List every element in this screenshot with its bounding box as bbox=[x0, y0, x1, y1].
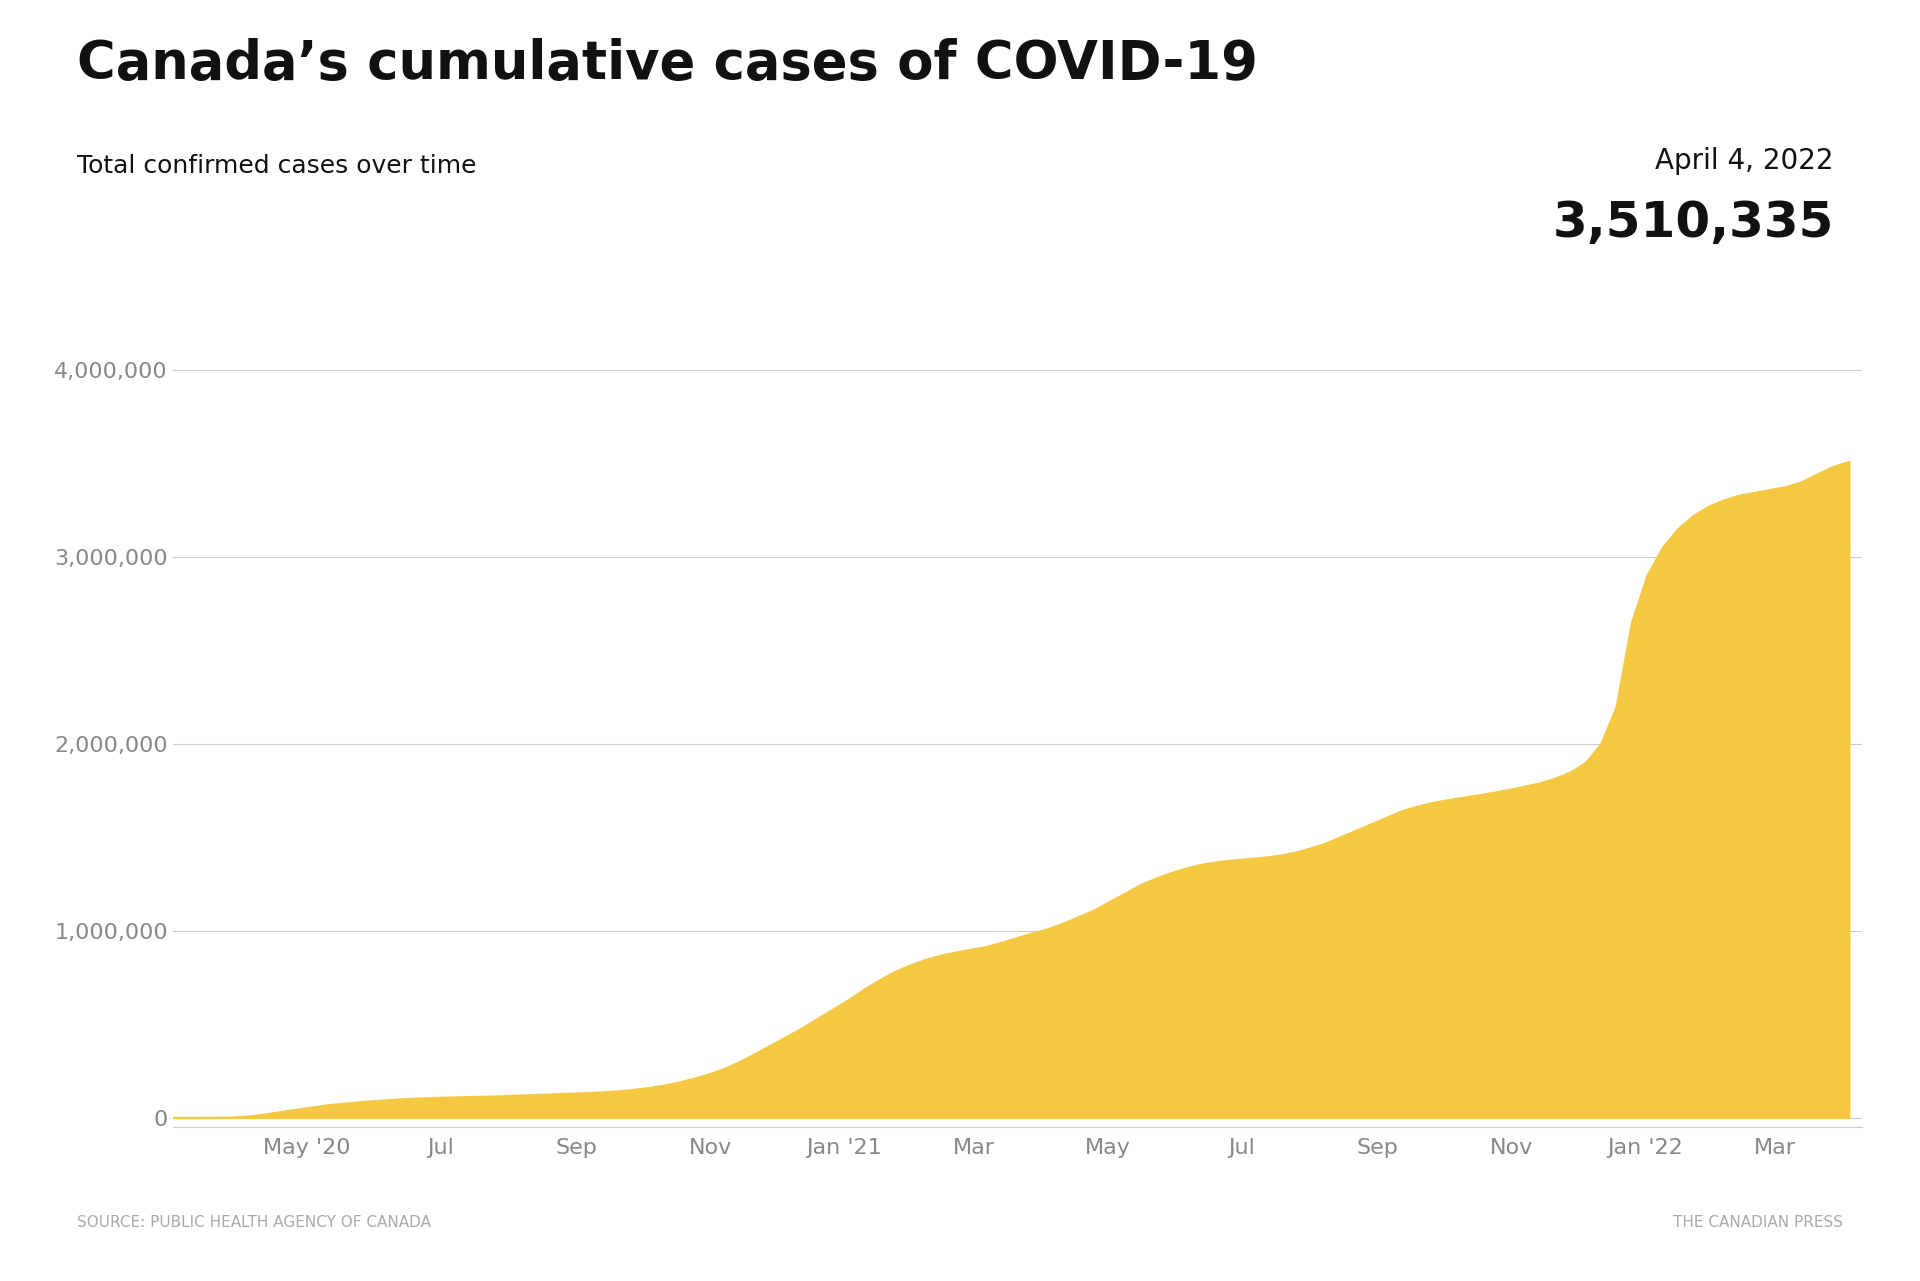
Text: 3,510,335: 3,510,335 bbox=[1551, 199, 1834, 246]
Text: SOURCE: PUBLIC HEALTH AGENCY OF CANADA: SOURCE: PUBLIC HEALTH AGENCY OF CANADA bbox=[77, 1214, 430, 1230]
Text: Canada’s cumulative cases of COVID-19: Canada’s cumulative cases of COVID-19 bbox=[77, 38, 1258, 91]
Text: THE CANADIAN PRESS: THE CANADIAN PRESS bbox=[1672, 1214, 1843, 1230]
Text: April 4, 2022: April 4, 2022 bbox=[1655, 147, 1834, 175]
Text: Total confirmed cases over time: Total confirmed cases over time bbox=[77, 154, 476, 178]
